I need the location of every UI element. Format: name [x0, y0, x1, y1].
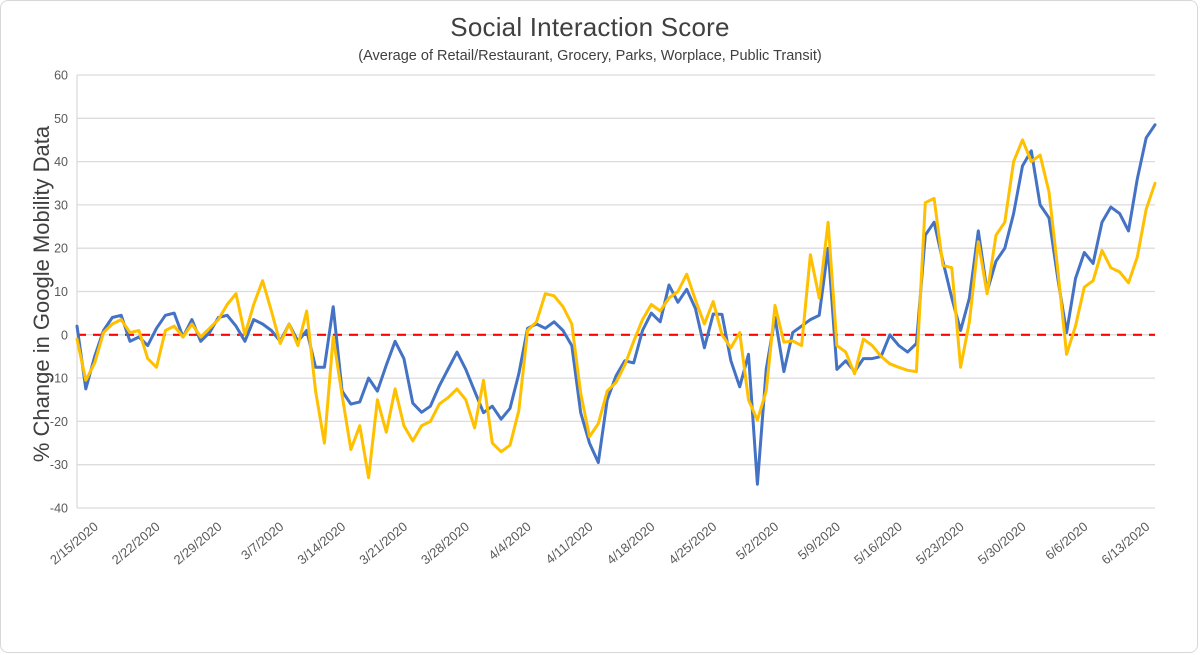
x-tick-label: 5/23/2020: [913, 519, 967, 568]
blue-series-line: [75, 123, 1157, 486]
chart-title: Social Interaction Score: [450, 12, 730, 42]
y-tick-label: -10: [50, 372, 68, 386]
y-tick-label: 20: [54, 242, 68, 256]
y-tick-label: -20: [50, 415, 68, 429]
x-tick-label: 6/6/2020: [1042, 519, 1090, 563]
x-tick-label: 5/2/2020: [733, 519, 781, 563]
x-tick-label: 3/7/2020: [238, 519, 286, 563]
x-tick-label: 5/16/2020: [851, 519, 905, 568]
y-tick-label: 50: [54, 112, 68, 126]
y-tick-label: 10: [54, 285, 68, 299]
x-tick-label: 3/14/2020: [294, 519, 348, 568]
x-tick-label: 2/22/2020: [109, 519, 163, 568]
x-tick-label: 4/25/2020: [666, 519, 720, 568]
y-tick-label: -40: [50, 502, 68, 516]
x-tick-label: 3/21/2020: [356, 519, 410, 568]
x-tick-label: 4/18/2020: [604, 519, 658, 568]
y-tick-label: 60: [54, 69, 68, 83]
gold-series-line: [75, 138, 1157, 480]
y-tick-label: 0: [61, 328, 68, 342]
x-tick-label: 2/29/2020: [171, 519, 225, 568]
x-tick-label: 2/15/2020: [47, 519, 101, 568]
x-tick-label: 4/4/2020: [485, 519, 533, 563]
x-tick-label: 5/30/2020: [975, 519, 1029, 568]
y-tick-label: 30: [54, 198, 68, 212]
x-tick-label: 6/13/2020: [1098, 519, 1152, 568]
y-tick-label: -30: [50, 458, 68, 472]
y-tick-label: 40: [54, 155, 68, 169]
x-tick-label: 4/11/2020: [543, 519, 596, 567]
chart-subtitle: (Average of Retail/Restaurant, Grocery, …: [358, 48, 822, 64]
x-tick-label: 5/9/2020: [795, 519, 843, 563]
x-tick-label: 3/28/2020: [418, 519, 472, 568]
